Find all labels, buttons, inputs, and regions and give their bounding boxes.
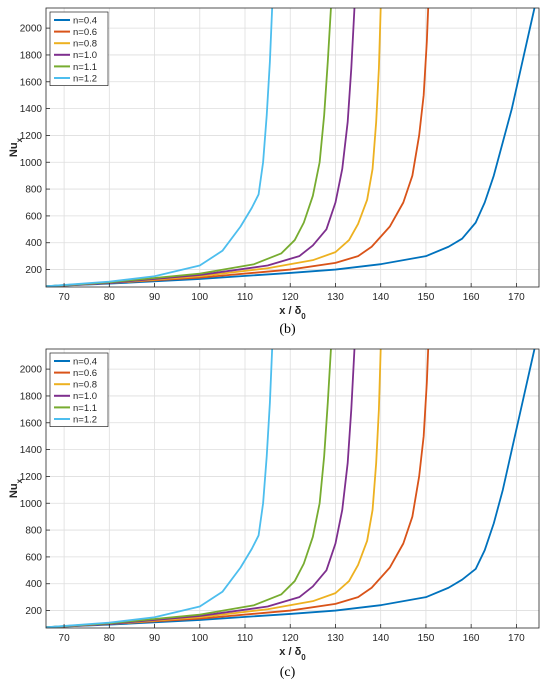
x-tick-label: 80 — [104, 633, 116, 644]
y-tick-label: 400 — [25, 579, 42, 590]
legend-label: n=1.2 — [73, 73, 97, 84]
y-tick-label: 400 — [25, 238, 42, 249]
y-tick-label: 1200 — [20, 472, 43, 483]
y-axis-label: Nux — [8, 137, 24, 157]
x-tick-label: 150 — [418, 292, 435, 303]
chart-panel-b: 70 80 90 100 110 120 130 140 150 160 170 200 400 600 8… — [8, 7, 540, 321]
y-tick-label: 1200 — [20, 131, 43, 142]
y-tick-label: 200 — [25, 606, 42, 617]
x-tick-label: 130 — [327, 633, 344, 644]
x-tick-label: 120 — [282, 633, 299, 644]
y-axis-label: Nux — [8, 478, 24, 498]
y-tick-label: 800 — [25, 526, 42, 537]
x-tick-label: 170 — [508, 633, 525, 644]
series-line-n=1.1 — [46, 349, 332, 628]
legend-box — [49, 352, 109, 427]
x-tick-label: 90 — [149, 633, 161, 644]
legend-label: n=1.2 — [73, 414, 97, 425]
axes-box — [45, 7, 540, 288]
figure-caption: (b) — [279, 322, 296, 337]
figure-caption: (c) — [280, 665, 296, 680]
y-tick-label: 2000 — [20, 24, 43, 35]
x-tick-label: 70 — [59, 633, 71, 644]
x-tick-label: 90 — [149, 292, 161, 303]
legend-label: n=0.8 — [73, 39, 97, 50]
series-line-n=1.2 — [46, 349, 274, 628]
legend-label: n=0.4 — [73, 15, 97, 26]
series-line-n=0.8 — [46, 8, 382, 287]
legend: n=0.4n=0.6n=0.8n=1.0n=1.1n=1.2 — [49, 352, 109, 427]
legend: n=0.4n=0.6n=0.8n=1.0n=1.1n=1.2 — [49, 11, 109, 86]
series-line-n=1.0 — [46, 8, 356, 287]
series-line-n=0.6 — [46, 349, 430, 628]
x-tick-label: 140 — [372, 292, 389, 303]
x-tick-label: 70 — [59, 292, 71, 303]
x-tick-label: 100 — [191, 633, 208, 644]
series-group — [46, 349, 536, 628]
legend-label: n=1.1 — [73, 62, 97, 73]
legend-label: n=1.0 — [73, 50, 97, 61]
y-tick-label: 800 — [25, 185, 42, 196]
series-line-n=1.0 — [46, 349, 356, 628]
legend-label: n=0.8 — [73, 380, 97, 391]
series-group — [46, 8, 536, 287]
y-tick-label: 1800 — [20, 50, 43, 61]
y-tick-label: 1800 — [20, 391, 43, 402]
x-tick-label: 170 — [508, 292, 525, 303]
series-line-n=0.6 — [46, 8, 430, 287]
y-tick-label: 1000 — [20, 499, 43, 510]
series-line-n=0.4 — [46, 349, 536, 628]
legend-box — [49, 11, 109, 86]
y-tick-label: 600 — [25, 211, 42, 222]
series-line-n=1.1 — [46, 8, 332, 287]
legend-label: n=0.4 — [73, 356, 97, 367]
legend-label: n=1.0 — [73, 391, 97, 402]
x-tick-label: 150 — [418, 633, 435, 644]
x-axis-label: x / δ0 — [279, 305, 306, 321]
y-tick-label: 1600 — [20, 418, 43, 429]
legend-label: n=0.6 — [73, 368, 97, 379]
y-tick-label: 200 — [25, 265, 42, 276]
x-tick-label: 100 — [191, 292, 208, 303]
x-tick-label: 80 — [104, 292, 116, 303]
x-tick-label: 110 — [237, 633, 253, 644]
series-line-n=0.8 — [46, 349, 382, 628]
y-tick-label: 600 — [25, 552, 42, 563]
legend-label: n=0.6 — [73, 27, 97, 38]
y-tick-label: 1400 — [20, 445, 43, 456]
y-tick-label: 1400 — [20, 104, 43, 115]
x-axis-label: x / δ0 — [279, 646, 306, 662]
legend-label: n=1.1 — [73, 403, 97, 414]
x-tick-label: 140 — [372, 633, 389, 644]
series-line-n=1.2 — [46, 8, 274, 287]
x-tick-label: 160 — [463, 292, 480, 303]
chart-panel-c: 70 80 90 100 110 120 130 140 150 160 170 200 400 600 8… — [8, 348, 540, 662]
axes-box — [45, 348, 540, 629]
x-tick-label: 130 — [327, 292, 344, 303]
y-tick-label: 1600 — [20, 77, 43, 88]
y-tick-label: 2000 — [20, 365, 43, 376]
x-tick-label: 160 — [463, 633, 480, 644]
y-tick-label: 1000 — [20, 158, 43, 169]
x-tick-label: 110 — [237, 292, 253, 303]
x-tick-label: 120 — [282, 292, 299, 303]
series-line-n=0.4 — [46, 8, 536, 287]
